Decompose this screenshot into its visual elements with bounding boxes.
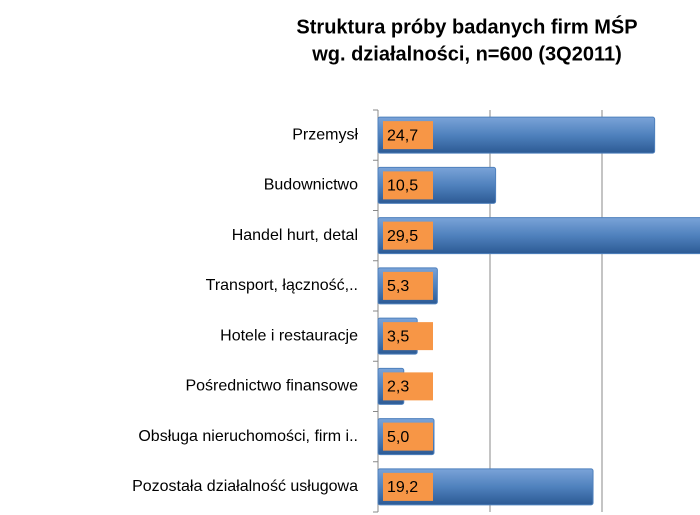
chart-title: Struktura próby badanych firm MŚP [296, 14, 637, 38]
value-label-box [383, 322, 433, 351]
value-label: 19,2 [387, 479, 418, 496]
value-label: 29,5 [387, 228, 418, 245]
chart-title: wg. działalności, n=600 (3Q2011) [311, 43, 622, 65]
value-label-box [383, 372, 433, 401]
y-tick-label: Przemysł [292, 126, 358, 143]
y-tick-label: Pośrednictwo finansowe [185, 378, 358, 395]
value-label-box [383, 472, 433, 501]
value-label-box [383, 271, 433, 300]
y-tick-label: Transport, łączność,.. [206, 277, 358, 294]
y-tick-label: Pozostała działalność usługowa [132, 478, 358, 495]
value-label-box [383, 221, 433, 250]
value-label: 5,3 [387, 278, 409, 295]
value-label: 10,5 [387, 178, 418, 195]
value-label-box [383, 121, 433, 150]
value-label: 5,0 [387, 429, 409, 446]
y-tick-label: Budownictwo [264, 177, 358, 194]
bar [377, 217, 700, 255]
bar [377, 116, 656, 154]
y-tick-label: Obsługa nieruchomości, firm i.. [138, 428, 358, 445]
value-label: 2,3 [387, 379, 409, 396]
value-label: 24,7 [387, 127, 418, 144]
y-tick-label: Hotele i restauracje [220, 327, 358, 344]
y-tick-label: Handel hurt, detal [232, 227, 358, 244]
value-label-box [383, 422, 433, 451]
value-label: 3,5 [387, 328, 409, 345]
value-label-box [383, 171, 433, 200]
